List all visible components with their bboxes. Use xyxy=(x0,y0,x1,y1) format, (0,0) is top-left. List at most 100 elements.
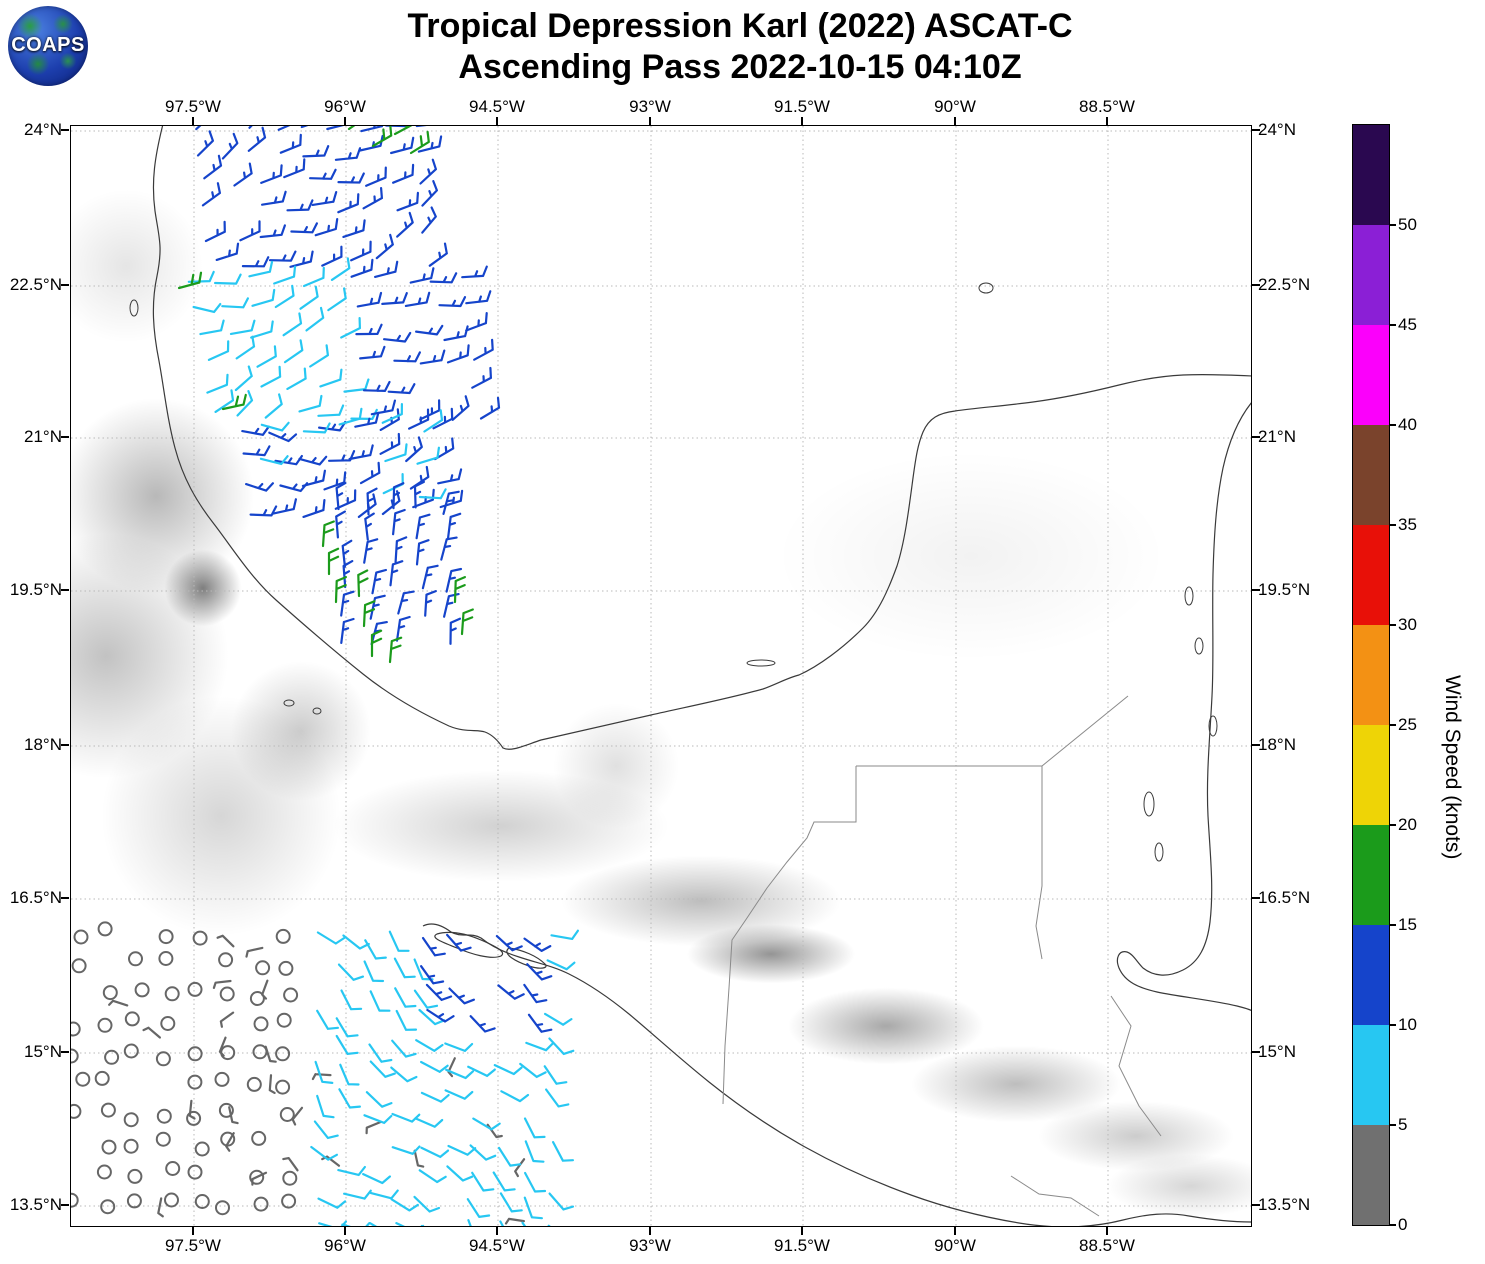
wind-barb xyxy=(260,164,283,184)
colorbar-tick-mark xyxy=(1390,624,1396,626)
wind-barb xyxy=(383,331,412,343)
wind-barb xyxy=(381,403,403,424)
wind-barb xyxy=(298,394,323,413)
calm-circle xyxy=(102,985,118,1001)
wind-barb xyxy=(395,1009,418,1031)
calm-circle xyxy=(96,1164,112,1180)
calm-circle xyxy=(155,1051,171,1067)
lat-tick-label-left: 13.5°N xyxy=(9,1195,62,1214)
wind-barb xyxy=(214,389,235,413)
wind-barb xyxy=(347,126,356,131)
wind-barb xyxy=(390,136,415,155)
wind-barb xyxy=(241,256,270,268)
calm-circle xyxy=(71,958,87,974)
wind-barb xyxy=(339,1063,360,1086)
wind-barb xyxy=(425,983,453,1001)
wind-barb xyxy=(360,126,384,133)
wind-barb xyxy=(355,323,383,336)
wind-barb xyxy=(421,180,438,207)
calm-circle xyxy=(158,929,174,945)
wind-barb xyxy=(424,590,437,617)
wind-barb xyxy=(196,130,214,157)
lat-tick-label-left: 24°N xyxy=(24,120,62,139)
axis-tick-mark xyxy=(1251,589,1260,591)
wind-barb xyxy=(300,126,309,129)
wind-barb xyxy=(279,133,302,154)
wind-barb xyxy=(523,983,548,1004)
wind-barb xyxy=(302,266,325,288)
wind-barb xyxy=(440,536,458,561)
island-outline xyxy=(129,299,139,317)
wind-barb xyxy=(546,959,576,971)
map-plot xyxy=(70,125,1252,1227)
calm-circle xyxy=(253,1016,269,1032)
lat-tick-label-right: 16.5°N xyxy=(1258,888,1311,907)
calm-circle xyxy=(165,1161,181,1176)
lon-tick-label-bottom: 91.5°W xyxy=(774,1236,830,1255)
calm-circle xyxy=(71,1192,79,1208)
calm-circle xyxy=(155,1131,171,1147)
colorbar-tick-mark xyxy=(1390,524,1396,526)
wind-barb xyxy=(392,163,415,184)
island-outline xyxy=(283,699,295,707)
wind-barb xyxy=(369,990,391,1012)
wind-barb xyxy=(418,1169,447,1184)
colorbar-tick-label: 50 xyxy=(1398,215,1417,234)
axis-tick-mark xyxy=(192,117,194,125)
wind-barb xyxy=(396,191,419,212)
wind-barb xyxy=(206,373,229,394)
wind-barb xyxy=(302,422,331,434)
wind-barb xyxy=(207,340,230,361)
wind-barb xyxy=(368,1043,393,1063)
calm-circle xyxy=(101,1139,117,1155)
wind-barb xyxy=(251,288,276,307)
colorbar-tick-mark xyxy=(1390,724,1396,726)
wind-barb xyxy=(259,224,286,239)
wind-barb xyxy=(414,1117,444,1128)
wind-cluster-tehuantepec-gray-barbs-east xyxy=(365,1057,526,1225)
calm-circle xyxy=(124,1011,140,1027)
wind-barb xyxy=(363,538,379,564)
wind-barb xyxy=(359,345,386,360)
axis-tick-mark xyxy=(496,1226,498,1235)
wind-barb xyxy=(504,1217,525,1225)
wind-barb xyxy=(394,987,417,1008)
lat-tick-label-left: 15°N xyxy=(24,1042,62,1061)
wind-barb xyxy=(362,187,383,210)
wind-barb xyxy=(445,567,463,593)
wind-barb xyxy=(216,934,235,948)
axis-tick-mark xyxy=(61,744,69,746)
wind-barb xyxy=(393,957,416,979)
calm-circle xyxy=(71,1048,79,1064)
wind-barb xyxy=(221,297,249,309)
wind-barb xyxy=(497,984,525,1000)
wind-barb xyxy=(370,399,396,416)
wind-barb xyxy=(218,1036,227,1057)
colorbar-tick-label: 40 xyxy=(1398,415,1417,434)
wind-barb xyxy=(335,1017,359,1038)
calm-circle xyxy=(282,1170,298,1186)
axis-tick-mark xyxy=(801,1226,803,1235)
wind-barb xyxy=(426,1008,455,1023)
wind-barb xyxy=(432,407,454,430)
figure-title: Tropical Depression Karl (2022) ASCAT-C … xyxy=(60,6,1420,89)
wind-barb xyxy=(390,1066,418,1083)
wind-barb xyxy=(369,594,386,620)
wind-barb xyxy=(277,126,291,131)
axis-tick-mark xyxy=(344,117,346,125)
wind-barb xyxy=(471,366,492,389)
wind-barb xyxy=(204,220,226,243)
calm-circle xyxy=(252,1044,268,1060)
wind-barb xyxy=(245,482,274,492)
lon-tick-label-bottom: 90°W xyxy=(934,1236,976,1255)
calm-circle xyxy=(158,951,174,966)
island-outline xyxy=(312,707,322,715)
wind-barb xyxy=(364,512,375,541)
wind-barb xyxy=(342,934,370,950)
calm-circle xyxy=(275,1079,291,1095)
wind-barb xyxy=(447,1057,456,1078)
wind-barb xyxy=(465,290,492,305)
calm-circle xyxy=(283,987,299,1003)
wind-cluster-tehuantepec-blue xyxy=(420,933,553,1033)
calm-circle xyxy=(279,1107,295,1122)
